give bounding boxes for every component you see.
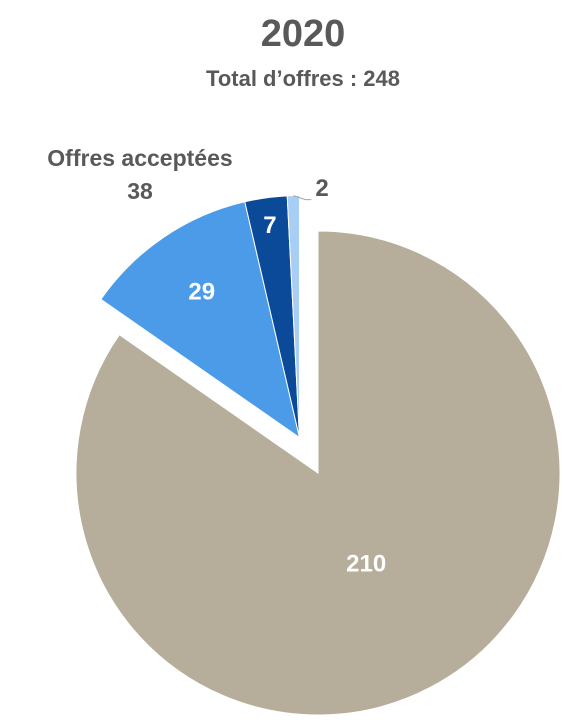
data-label: 7 <box>263 212 276 239</box>
pie-slice <box>286 195 300 438</box>
annotation-value: 38 <box>127 178 153 204</box>
data-label: 210 <box>346 551 386 578</box>
chart-title: 2020 <box>261 13 346 55</box>
data-label: 2 <box>315 175 328 202</box>
chart-subtitle: Total d’offres : 248 <box>206 66 400 91</box>
pie-slice <box>100 201 301 439</box>
leader-line <box>293 195 312 201</box>
pie-slice <box>75 230 561 716</box>
data-label: 29 <box>188 279 215 306</box>
annotation-label: Offres acceptées <box>47 145 232 171</box>
